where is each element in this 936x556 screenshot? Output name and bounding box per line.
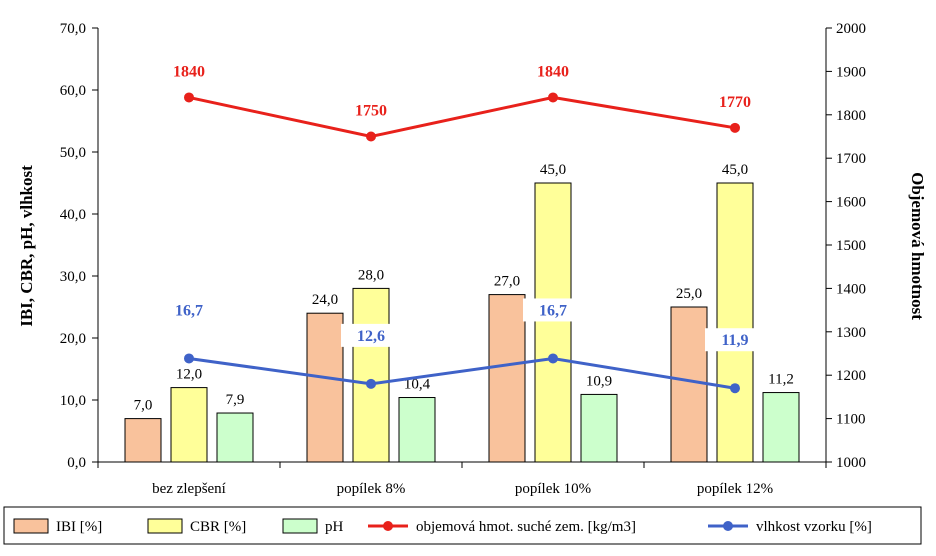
legend-label: CBR [%] bbox=[190, 519, 246, 535]
bar bbox=[306, 312, 344, 463]
bar-data-label: 7,9 bbox=[226, 392, 245, 408]
bar-data-label: 10,4 bbox=[404, 377, 431, 393]
bar-data-label: 24,0 bbox=[312, 292, 338, 308]
legend-swatch-marker bbox=[383, 521, 393, 531]
bar bbox=[352, 287, 390, 463]
legend-swatch-marker bbox=[723, 521, 733, 531]
y-tick-label: 60,0 bbox=[60, 83, 86, 99]
legend-swatch bbox=[147, 518, 183, 534]
series-line bbox=[188, 356, 736, 390]
bar bbox=[580, 393, 618, 463]
bar bbox=[216, 412, 254, 463]
bar bbox=[716, 182, 754, 463]
bar bbox=[670, 306, 708, 463]
line-data-label: 1840 bbox=[173, 63, 205, 80]
bar bbox=[762, 392, 800, 463]
bar-data-label: 7,0 bbox=[134, 398, 153, 414]
line-point bbox=[730, 383, 740, 394]
y2-tick-label: 1200 bbox=[836, 368, 866, 384]
bar-data-label: 27,0 bbox=[494, 274, 520, 290]
line-data-label: 1770 bbox=[719, 94, 751, 111]
y2-tick-label: 1700 bbox=[836, 151, 866, 167]
line-point bbox=[184, 92, 194, 103]
x-tick-label: bez zlepšení bbox=[152, 481, 226, 497]
y2-axis-title: Objemová hmotnost bbox=[908, 172, 927, 320]
y2-tick-label: 1100 bbox=[836, 412, 865, 428]
y-tick-label: 20,0 bbox=[60, 331, 86, 347]
y-tick-label: 50,0 bbox=[60, 145, 86, 161]
legend-label: objemová hmot. suché zem. [kg/m3] bbox=[416, 519, 636, 535]
line-data-label: 16,7 bbox=[175, 302, 203, 319]
bar-data-label: 45,0 bbox=[722, 162, 748, 178]
bar bbox=[488, 294, 526, 463]
bars-layer: 7,0 24,0 27,0 25,0 12,0 28,0 45,0 45,0 7,9 10,4 10… bbox=[124, 162, 800, 463]
bar bbox=[398, 397, 436, 463]
bar-data-label: 12,0 bbox=[176, 367, 202, 383]
bar-data-label: 11,2 bbox=[768, 372, 794, 388]
line-point bbox=[548, 353, 558, 364]
bar-data-label: 10,9 bbox=[586, 373, 612, 389]
legend-swatch bbox=[13, 518, 49, 534]
line-data-label: 12,6 bbox=[357, 328, 385, 345]
lines-layer: 1840 1750 1840 1770 16,7 12,6 16,7 11,9 bbox=[159, 63, 765, 394]
bar bbox=[534, 182, 572, 463]
line-label-background bbox=[705, 328, 765, 352]
y-tick-label: 70,0 bbox=[60, 21, 86, 37]
y-tick-label: 10,0 bbox=[60, 393, 86, 409]
y2-tick-label: 1000 bbox=[836, 455, 866, 471]
line-data-label: 1750 bbox=[355, 103, 387, 120]
y-tick-label: 40,0 bbox=[60, 207, 86, 223]
y-tick-label: 30,0 bbox=[60, 269, 86, 285]
legend-swatch bbox=[282, 518, 318, 534]
y2-tick-label: 1600 bbox=[836, 195, 866, 211]
line-data-label: 16,7 bbox=[539, 302, 567, 319]
y2-tick-label: 2000 bbox=[836, 21, 866, 37]
legend-label: vlhkost vzorku [%] bbox=[756, 519, 872, 535]
y2-tick-label: 1300 bbox=[836, 325, 866, 341]
line-point bbox=[366, 378, 376, 389]
axes-layer: 0,0 10,0 20,0 30,0 40,0 50,0 60,0 70,0 1000 1100 1… bbox=[60, 21, 866, 497]
bar bbox=[124, 418, 162, 463]
y2-tick-label: 1900 bbox=[836, 64, 866, 80]
y2-tick-label: 1800 bbox=[836, 108, 866, 124]
legend-label: IBI [%] bbox=[56, 519, 102, 535]
legend: IBI [%] CBR [%] pH objemová hmot. suché zem… bbox=[3, 506, 922, 545]
y2-tick-label: 1500 bbox=[836, 238, 866, 254]
legend-label: pH bbox=[325, 519, 344, 535]
series-line bbox=[188, 95, 736, 139]
line-label-background bbox=[523, 298, 583, 322]
bar bbox=[170, 387, 208, 463]
line-label-background bbox=[341, 323, 401, 347]
x-tick-label: popílek 8% bbox=[337, 481, 406, 497]
bar-data-label: 45,0 bbox=[540, 162, 566, 178]
y-axis-title: IBI, CBR, pH, vlhkost bbox=[17, 165, 36, 327]
line-point bbox=[730, 122, 740, 133]
x-tick-label: popílek 10% bbox=[515, 481, 591, 497]
line-point bbox=[184, 353, 194, 364]
line-label-background bbox=[159, 298, 219, 322]
line-point bbox=[366, 131, 376, 142]
line-data-label: 11,9 bbox=[721, 332, 748, 349]
y2-tick-label: 1400 bbox=[836, 281, 866, 297]
bar-data-label: 25,0 bbox=[676, 286, 702, 302]
x-tick-label: popílek 12% bbox=[697, 481, 773, 497]
bar-data-label: 28,0 bbox=[358, 267, 384, 283]
line-data-label: 1840 bbox=[537, 63, 569, 80]
line-point bbox=[548, 92, 558, 103]
y-tick-label: 0,0 bbox=[67, 455, 86, 471]
